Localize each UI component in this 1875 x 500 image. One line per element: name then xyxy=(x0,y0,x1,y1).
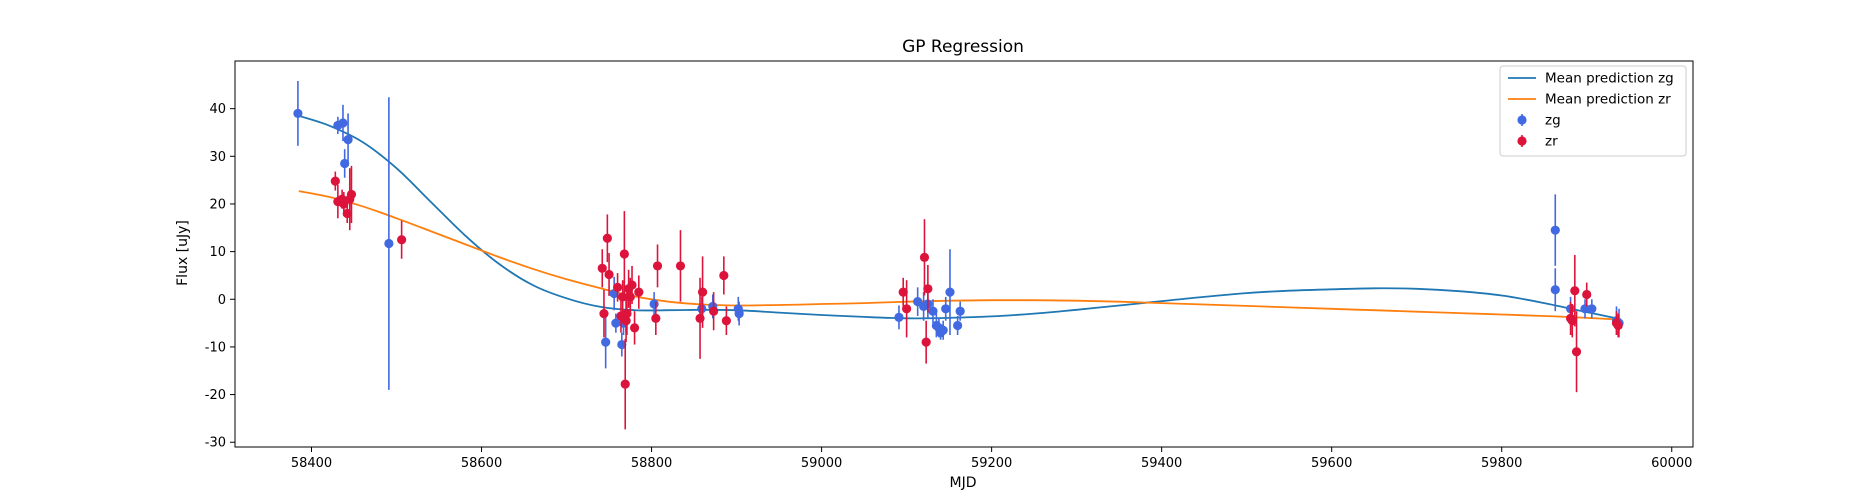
data-point xyxy=(397,235,407,245)
data-point xyxy=(620,379,630,389)
data-point xyxy=(709,306,719,316)
data-point xyxy=(340,158,350,169)
data-point xyxy=(601,337,611,347)
data-point xyxy=(604,269,614,280)
data-point xyxy=(617,339,627,350)
legend: Mean prediction zg Mean prediction zr zg zr xyxy=(1499,65,1687,157)
legend-point-swatch xyxy=(1517,115,1527,125)
legend-point-swatch xyxy=(1517,136,1527,146)
data-point xyxy=(619,249,629,259)
data-point xyxy=(953,320,963,331)
data-point xyxy=(599,308,609,319)
x-tick-label: 58400 xyxy=(291,456,332,471)
data-point xyxy=(338,118,348,128)
x-tick-label: 59200 xyxy=(971,456,1012,471)
data-point xyxy=(921,337,931,347)
data-point xyxy=(634,287,644,297)
x-tick-label: 59000 xyxy=(801,456,842,471)
data-point xyxy=(697,304,707,314)
data-point xyxy=(649,299,659,309)
x-tick-label: 58800 xyxy=(631,456,672,471)
data-point xyxy=(597,263,607,273)
data-point xyxy=(955,306,965,316)
legend-label: Mean prediction zg xyxy=(1545,71,1674,87)
x-axis-label: MJD xyxy=(950,475,977,491)
data-point xyxy=(697,287,708,297)
data-point xyxy=(675,261,686,271)
x-tick-label: 59400 xyxy=(1141,456,1182,471)
data-point xyxy=(928,306,938,316)
legend-box xyxy=(1499,65,1687,157)
data-point xyxy=(941,304,951,314)
data-point xyxy=(1587,304,1597,314)
data-point xyxy=(1613,320,1623,331)
data-point xyxy=(945,287,955,297)
data-point xyxy=(611,318,621,328)
data-point xyxy=(938,325,948,335)
data-point xyxy=(622,308,632,319)
legend-label: Mean prediction zr xyxy=(1545,92,1671,108)
data-point xyxy=(919,252,930,262)
y-tick-label: -20 xyxy=(205,388,226,403)
chart-title: GP Regression xyxy=(902,37,1024,57)
data-point xyxy=(1582,289,1592,300)
x-tick-label: 58600 xyxy=(461,456,502,471)
y-tick-label: -30 xyxy=(205,436,226,451)
data-point xyxy=(651,313,661,323)
data-point xyxy=(1580,304,1590,314)
data-point xyxy=(1570,286,1580,296)
y-tick-label: 0 xyxy=(218,293,226,308)
data-point xyxy=(923,284,933,294)
axis-ticks: 58400 58600 58800 59000 59200 59400 59600 59800… xyxy=(205,102,1693,471)
data-point xyxy=(346,189,357,200)
data-point xyxy=(902,304,912,314)
data-point xyxy=(612,282,623,292)
y-tick-label: 40 xyxy=(209,102,226,117)
legend-label: zr xyxy=(1545,134,1558,150)
data-point xyxy=(652,261,663,271)
x-tick-label: 59600 xyxy=(1311,456,1352,471)
data-point xyxy=(343,135,353,145)
data-point xyxy=(1550,285,1560,295)
x-tick-label: 59800 xyxy=(1481,456,1522,471)
plot-frame xyxy=(234,60,1694,448)
y-axis-label: Flux [uJy] xyxy=(175,220,191,286)
y-tick-label: 20 xyxy=(209,197,226,212)
y-tick-label: 30 xyxy=(209,150,226,165)
data-points xyxy=(293,81,1624,430)
data-point xyxy=(625,292,635,302)
y-tick-label: -10 xyxy=(205,340,226,355)
legend-label: zg xyxy=(1545,113,1561,129)
data-point xyxy=(293,108,303,119)
x-tick-label: 60000 xyxy=(1651,456,1692,471)
data-point xyxy=(894,312,904,322)
data-point xyxy=(1550,225,1560,235)
data-point xyxy=(627,280,637,290)
data-point xyxy=(602,233,612,243)
data-point xyxy=(721,316,731,326)
y-tick-label: 10 xyxy=(209,245,226,260)
data-point xyxy=(629,323,640,333)
data-point xyxy=(719,270,729,281)
data-point xyxy=(898,287,908,297)
data-point xyxy=(1571,347,1582,357)
data-point xyxy=(621,316,631,326)
data-point xyxy=(384,238,394,249)
data-point xyxy=(330,176,340,186)
data-point xyxy=(734,308,744,319)
